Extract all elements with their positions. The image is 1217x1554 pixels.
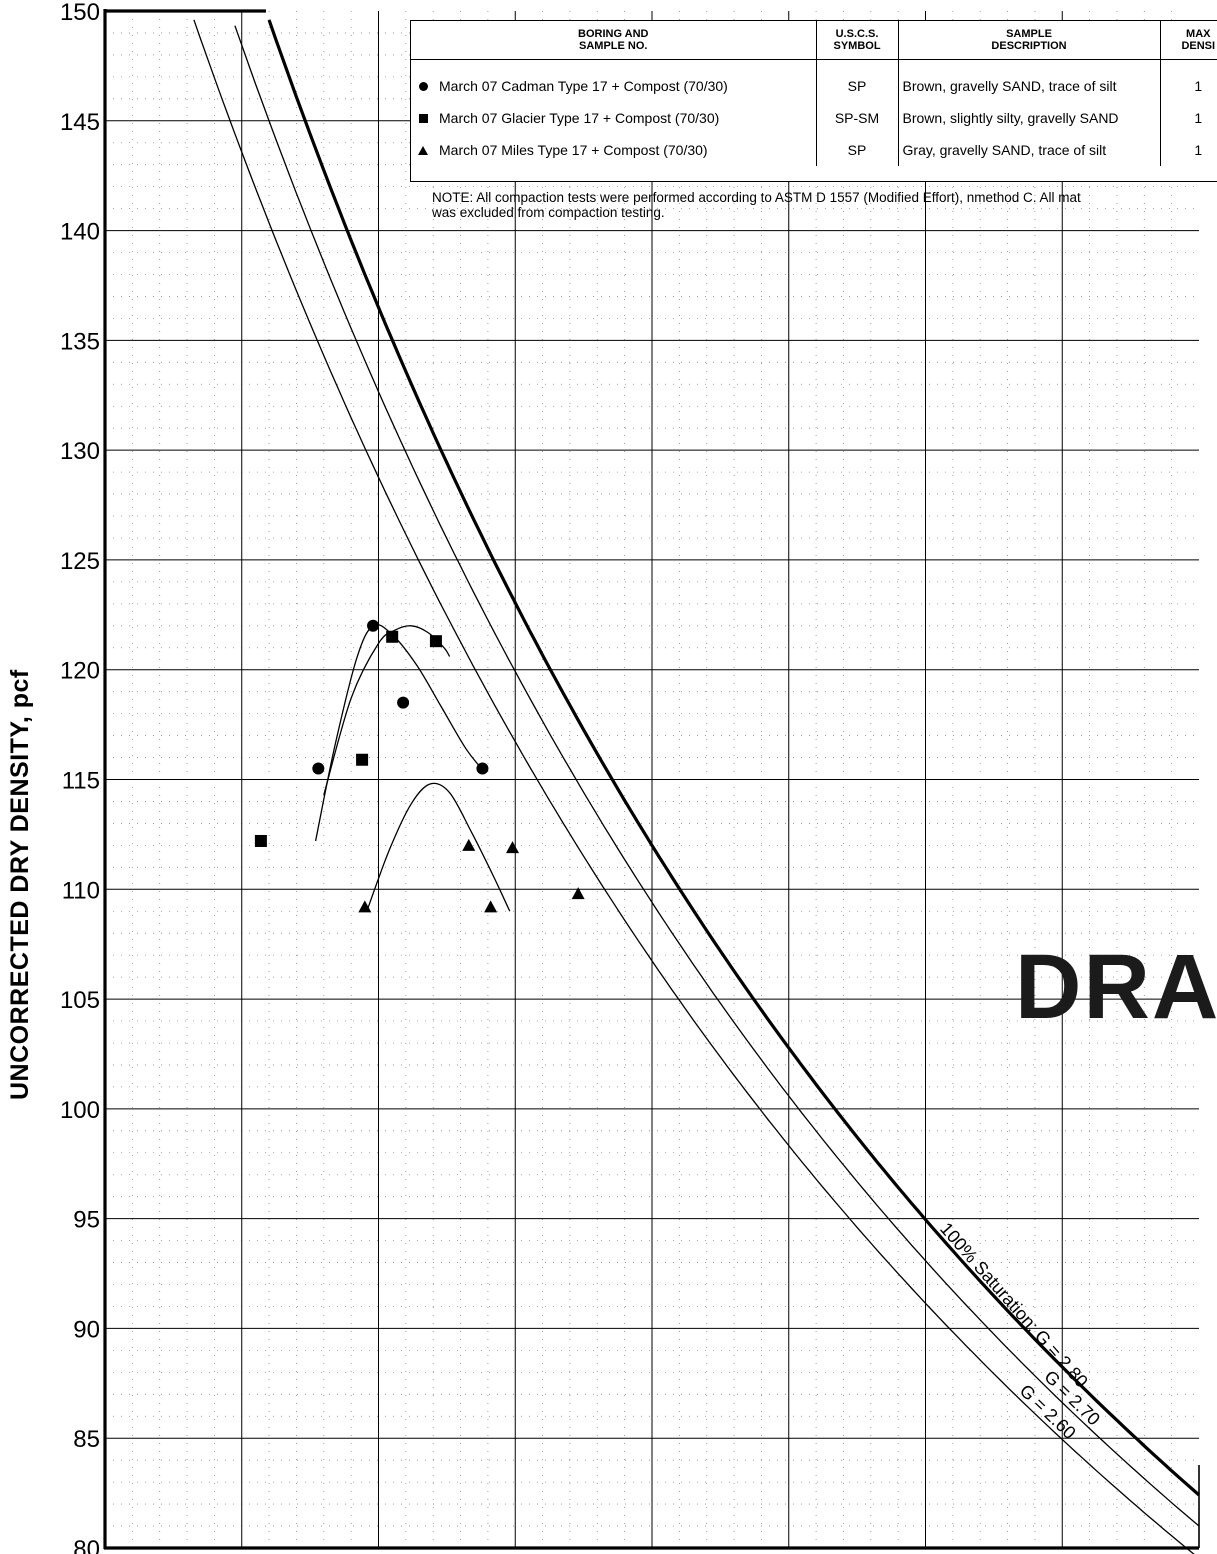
legend-header-sample: BORING AND SAMPLE NO. <box>411 21 817 60</box>
y-tick-label: 85 <box>73 1426 100 1453</box>
square-series-curve <box>323 625 451 796</box>
legend-sample-name: March 07 Miles Type 17 + Compost (70/30) <box>435 134 817 166</box>
compaction-note: NOTE: All compaction tests were performe… <box>432 190 1217 220</box>
triangle-marker-icon <box>418 146 428 155</box>
square-data-point <box>254 834 267 847</box>
triangle-data-point <box>506 841 520 854</box>
legend-row: March 07 Cadman Type 17 + Compost (70/30… <box>411 59 1217 102</box>
circle-data-point <box>312 762 325 775</box>
circle-data-point <box>397 696 410 709</box>
circle-data-point <box>367 619 380 632</box>
saturation-line-100pct <box>267 19 1201 1497</box>
triangle-series-curve <box>366 782 511 912</box>
legend-header-row: BORING AND SAMPLE NO. U.S.C.S. SYMBOL SAMP… <box>411 21 1217 60</box>
legend-uscs-symbol: SP <box>816 59 899 102</box>
y-tick-label: 80 <box>73 1536 100 1554</box>
y-tick-label: 130 <box>60 438 100 465</box>
saturation-labels: 100% Saturation: G = 2.80G = 2.70G = 2.6… <box>936 1219 1104 1443</box>
legend-uscs-symbol: SP <box>816 134 899 166</box>
triangle-data-point <box>571 887 585 900</box>
note-line-1: NOTE: All compaction tests were performe… <box>432 190 1081 205</box>
legend-sample-name: March 07 Cadman Type 17 + Compost (70/30… <box>435 59 817 102</box>
legend-header-max-density: MAX DENSI <box>1160 21 1217 60</box>
square-data-point <box>356 753 369 766</box>
saturation-label: 100% Saturation: G = 2.80 <box>936 1219 1092 1392</box>
saturation-line <box>193 19 1195 1554</box>
triangle-data-point <box>462 838 476 851</box>
y-tick-label: 110 <box>62 877 100 904</box>
major-grid <box>105 11 1199 1548</box>
y-tick-label: 95 <box>73 1207 100 1234</box>
draft-watermark: DRAF <box>1015 936 1217 1038</box>
square-data-point <box>386 630 399 643</box>
legend-row: March 07 Glacier Type 17 + Compost (70/3… <box>411 102 1217 134</box>
y-tick-label: 120 <box>60 658 100 685</box>
y-axis-title: UNCORRECTED DRY DENSITY, pcf <box>6 669 34 1100</box>
legend-description: Gray, gravelly SAND, trace of silt <box>898 134 1161 166</box>
circle-marker-icon <box>418 82 428 91</box>
y-tick-label: 125 <box>60 548 100 575</box>
saturation-line <box>234 25 1200 1527</box>
legend: BORING AND SAMPLE NO. U.S.C.S. SYMBOL SAMP… <box>410 20 1217 182</box>
legend-max-density: 1 <box>1194 78 1203 94</box>
legend-description: Brown, slightly silty, gravelly SAND <box>898 102 1161 134</box>
triangle-data-point <box>358 900 372 913</box>
y-tick-label: 105 <box>60 987 100 1014</box>
legend-sample-name: March 07 Glacier Type 17 + Compost (70/3… <box>435 102 817 134</box>
note-line-2: was excluded from compaction testing. <box>432 205 665 220</box>
y-tick-label: 150 <box>60 0 100 26</box>
triangle-data-point <box>484 900 498 913</box>
square-marker-icon <box>418 114 428 123</box>
saturation-lines <box>105 9 1201 1554</box>
y-tick-label: 115 <box>62 768 100 795</box>
y-tick-label: 90 <box>73 1316 100 1343</box>
axes <box>103 9 1200 1550</box>
legend-header-description: SAMPLE DESCRIPTION <box>898 21 1161 60</box>
legend-description: Brown, gravelly SAND, trace of silt <box>898 59 1161 102</box>
y-tick-labels: 80 85 90 95 100 105 110 115 120 125 130 135 140 145 15… <box>60 0 100 1554</box>
y-tick-label: 140 <box>60 219 100 246</box>
y-tick-label: 135 <box>60 328 100 355</box>
legend-row: March 07 Miles Type 17 + Compost (70/30)… <box>411 134 1217 166</box>
legend-table: BORING AND SAMPLE NO. U.S.C.S. SYMBOL SAMP… <box>411 21 1217 166</box>
legend-max-density: 1 <box>1194 110 1203 126</box>
y-tick-label: 145 <box>60 109 100 136</box>
square-data-point <box>429 635 442 648</box>
data-points <box>254 619 585 913</box>
legend-max-density: 1 <box>1194 142 1203 158</box>
y-tick-label: 100 <box>60 1097 100 1124</box>
legend-header-symbol: U.S.C.S. SYMBOL <box>816 21 899 60</box>
legend-uscs-symbol: SP-SM <box>816 102 899 134</box>
circle-data-point <box>476 762 489 775</box>
